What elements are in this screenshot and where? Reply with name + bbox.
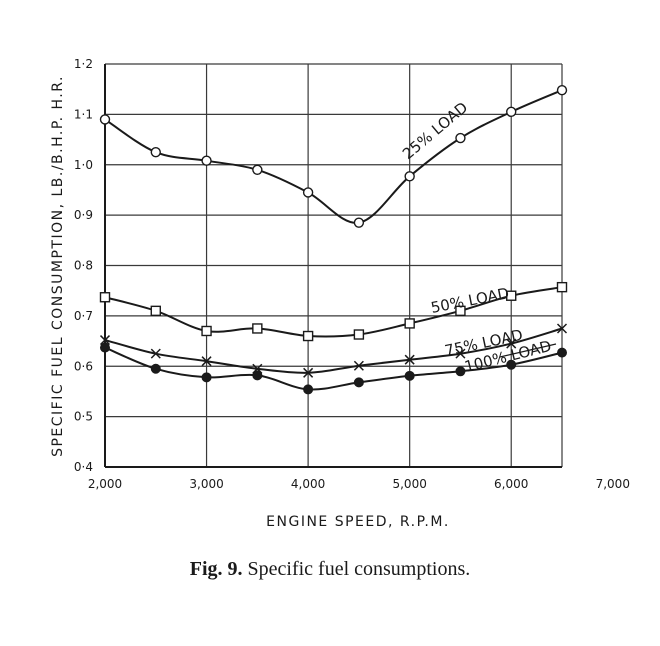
x-tick-label: 5,000 <box>392 477 426 491</box>
series-line-100-load <box>104 346 563 391</box>
data-point-25-load <box>404 171 415 182</box>
data-point-100-load <box>557 347 567 358</box>
data-point-100-load <box>506 359 517 370</box>
data-point-50-load <box>99 292 111 303</box>
y-tick-label: 0·9 <box>74 208 93 222</box>
data-point-25-load <box>201 155 212 166</box>
data-point-75-load <box>353 360 364 371</box>
marker-layer <box>99 84 568 395</box>
y-tick-label: 0·5 <box>74 410 93 424</box>
axes: 0·4 0·5 0·6 0·7 0·8 0·9 1·0 1·1 1·2 2,000 3,000 4,0… <box>74 57 630 491</box>
data-point-100-load <box>303 384 314 395</box>
data-point-50-load <box>201 325 212 337</box>
data-point-100-load <box>150 363 161 374</box>
series-line-75-load <box>104 327 563 374</box>
y-tick-label: 0·7 <box>74 309 93 323</box>
data-point-50-load <box>252 323 263 334</box>
data-point-25-load <box>506 106 517 118</box>
data-point-75-load <box>99 335 111 346</box>
data-point-50-load <box>404 318 415 329</box>
data-point-75-load <box>404 354 415 365</box>
data-point-75-load <box>201 356 212 367</box>
data-point-100-load <box>252 370 263 381</box>
data-point-75-load <box>150 348 161 359</box>
data-point-25-load <box>353 217 365 228</box>
y-tick-label: 0·6 <box>74 359 93 373</box>
x-tick-label: 2,000 <box>88 477 122 491</box>
y-axis-title: SPECIFIC FUEL CONSUMPTION, LB./B.H.P. H.… <box>50 75 66 457</box>
data-point-25-load <box>302 187 314 198</box>
x-tick-label: 7,000 <box>596 477 630 491</box>
data-point-100-load <box>100 342 110 353</box>
series-label-50-load: 50% LOAD <box>429 284 510 317</box>
y-tick-label: 1·0 <box>74 158 93 172</box>
y-tick-label: 1·2 <box>74 57 93 71</box>
data-point-25-load <box>252 164 263 175</box>
y-tick-label: 1·1 <box>74 107 93 121</box>
x-tick-label: 6,000 <box>494 477 528 491</box>
data-point-50-load <box>556 281 568 293</box>
grid <box>104 63 563 468</box>
label-rule <box>499 343 557 358</box>
data-point-50-load <box>150 305 161 317</box>
series-layer <box>104 89 563 391</box>
data-point-25-load <box>556 84 568 96</box>
x-tick-label: 4,000 <box>291 477 325 491</box>
data-point-50-load <box>506 290 517 301</box>
data-point-50-load <box>455 305 466 317</box>
data-point-100-load <box>455 366 466 377</box>
data-point-50-load <box>302 330 314 342</box>
data-point-25-load <box>455 132 466 144</box>
y-tick-label: 0·4 <box>74 460 93 474</box>
data-point-100-load <box>404 370 415 381</box>
caption-label: Fig. 9. <box>189 558 243 580</box>
x-tick-label: 3,000 <box>189 477 223 491</box>
caption-text: Specific fuel consumptions. <box>247 558 471 580</box>
data-point-75-load <box>455 348 466 359</box>
data-point-25-load <box>99 114 111 125</box>
data-point-25-load <box>150 146 161 158</box>
data-point-100-load <box>353 377 364 388</box>
data-point-75-load <box>506 338 517 349</box>
data-point-75-load <box>303 367 314 378</box>
x-axis-title: ENGINE SPEED, R.P.M. <box>266 514 450 530</box>
data-point-100-load <box>201 372 212 383</box>
series-line-25-load <box>104 89 563 224</box>
figure-caption: Fig. 9. Specific fuel consumptions. <box>0 558 660 581</box>
data-point-75-load <box>556 323 568 334</box>
series-line-50-load <box>104 286 563 338</box>
y-tick-label: 0·8 <box>74 259 93 273</box>
data-point-50-load <box>353 329 365 340</box>
